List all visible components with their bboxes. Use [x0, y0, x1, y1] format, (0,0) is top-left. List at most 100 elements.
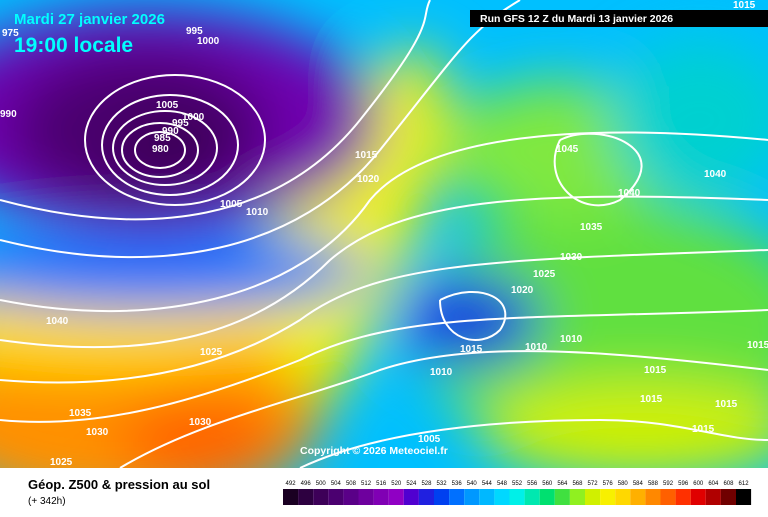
colorbar-label: 608 [723, 481, 734, 487]
colorbar-label: 520 [391, 481, 402, 487]
colorbar-label: 544 [482, 481, 493, 487]
isobar-label: 1035 [69, 408, 92, 419]
isobar-label: 1010 [246, 207, 269, 218]
isobar-label: 1000 [182, 112, 205, 123]
isobar-label: 1025 [200, 347, 223, 358]
footer-title: Géop. Z500 & pression au sol [28, 477, 210, 492]
isobar-label: 1020 [357, 174, 380, 185]
colorbar-label: 576 [603, 481, 614, 487]
run-box [470, 10, 768, 27]
colorbar-label: 596 [678, 481, 689, 487]
colorbar-swatch [675, 489, 691, 505]
colorbar-swatch [388, 489, 404, 505]
colorbar-label: 584 [633, 481, 644, 487]
isobar-label: 1025 [50, 457, 73, 468]
isobar-label: 1040 [704, 169, 727, 180]
isobar-label: 980 [152, 144, 169, 155]
colorbar-label: 612 [739, 481, 750, 487]
isobar-label: 995 [172, 118, 189, 129]
isobar-label: 1030 [560, 252, 583, 263]
colorbar-swatch [645, 489, 661, 505]
isobar-label: 1015 [747, 340, 768, 351]
colorbar-label: 496 [301, 481, 312, 487]
isobars [0, 0, 768, 423]
date: Mardi 27 janvier 2026 [14, 11, 165, 28]
colorbar-label: 588 [648, 481, 659, 487]
isobar-label: 1005 [418, 434, 441, 445]
colorbar-swatch [690, 489, 706, 505]
colorbar-label: 532 [437, 481, 448, 487]
isobar-label: 1010 [525, 342, 548, 353]
isobar-label: 1015 [460, 344, 483, 355]
isobar-label: 1045 [556, 144, 579, 155]
colorbar-swatch [298, 489, 314, 505]
colorbar-swatch [464, 489, 480, 505]
colorbar-label: 492 [286, 481, 297, 487]
isobar-label: 1040 [618, 188, 641, 199]
colorbar-label: 536 [452, 481, 463, 487]
isobar-label: 1010 [430, 367, 453, 378]
colorbar-swatch [539, 489, 555, 505]
isobar-label: 975 [2, 28, 19, 39]
colorbar-label: 592 [663, 481, 674, 487]
colorbar-swatch [283, 489, 299, 505]
isobar-label: 990 [0, 109, 17, 120]
colorbar-swatch [585, 489, 601, 505]
isobar-label: 1015 [692, 424, 715, 435]
isobar-label: 1030 [189, 417, 212, 428]
colorbar-label: 580 [618, 481, 629, 487]
isobar-label: 990 [162, 126, 179, 137]
isobar-label: 1015 [644, 365, 667, 376]
isobar-label: 1035 [580, 222, 603, 233]
colorbar-swatch [736, 489, 752, 505]
copyright: Copyright © 2026 Meteociel.fr [300, 445, 448, 457]
colorbar-label: 548 [497, 481, 508, 487]
colorbar-swatch [509, 489, 525, 505]
colorbar-swatch [600, 489, 616, 505]
colorbar-label: 560 [542, 481, 553, 487]
colorbar-label: 552 [512, 481, 523, 487]
isobar-label: 1015 [733, 0, 756, 11]
colorbar-swatch [328, 489, 344, 505]
colorbar-label: 568 [572, 481, 583, 487]
colorbar-label: 512 [361, 481, 372, 487]
colorbar-swatch [554, 489, 570, 505]
colorbar-swatch [660, 489, 676, 505]
colorbar-label: 528 [421, 481, 432, 487]
colorbar-label: 600 [693, 481, 704, 487]
isobar-label: 1000 [197, 36, 220, 47]
isobar-label: 1030 [86, 427, 109, 438]
colorbar-swatch [494, 489, 510, 505]
isobar-label: 1020 [511, 285, 534, 296]
colorbar-swatch [705, 489, 721, 505]
colorbar-swatch [569, 489, 585, 505]
colorbar-label: 524 [406, 481, 417, 487]
colorbar-swatch [449, 489, 465, 505]
colorbar: 492 496 500 504 508 512 516 520 524 528 532 536 540 5… [283, 481, 752, 505]
colorbar-swatch [418, 489, 434, 505]
run: Run GFS 12 Z du Mardi 13 janvier 2026 [480, 13, 673, 25]
colorbar-swatch [720, 489, 736, 505]
colorbar-label: 504 [331, 481, 342, 487]
colorbar-label: 556 [527, 481, 538, 487]
colorbar-swatch [630, 489, 646, 505]
colorbar-swatch [373, 489, 389, 505]
isobar-label: 1005 [156, 100, 179, 111]
isobar-label: 985 [154, 133, 171, 144]
colorbar-swatch [343, 489, 359, 505]
colorbar-label: 604 [708, 481, 719, 487]
isobar-label: 1010 [560, 334, 583, 345]
isobar-label: 1040 [46, 316, 69, 327]
lead-time: (+ 342h) [28, 496, 66, 507]
time: 19:00 locale [14, 34, 133, 57]
colorbar-swatch [479, 489, 495, 505]
colorbar-swatch [524, 489, 540, 505]
colorbar-label: 508 [346, 481, 357, 487]
colorbar-swatch [434, 489, 450, 505]
colorbar-swatch [313, 489, 329, 505]
isobar-labels: 9951000975990100510009959909859801005101… [0, 0, 768, 468]
colorbar-label: 572 [588, 481, 599, 487]
colorbar-label: 516 [376, 481, 387, 487]
